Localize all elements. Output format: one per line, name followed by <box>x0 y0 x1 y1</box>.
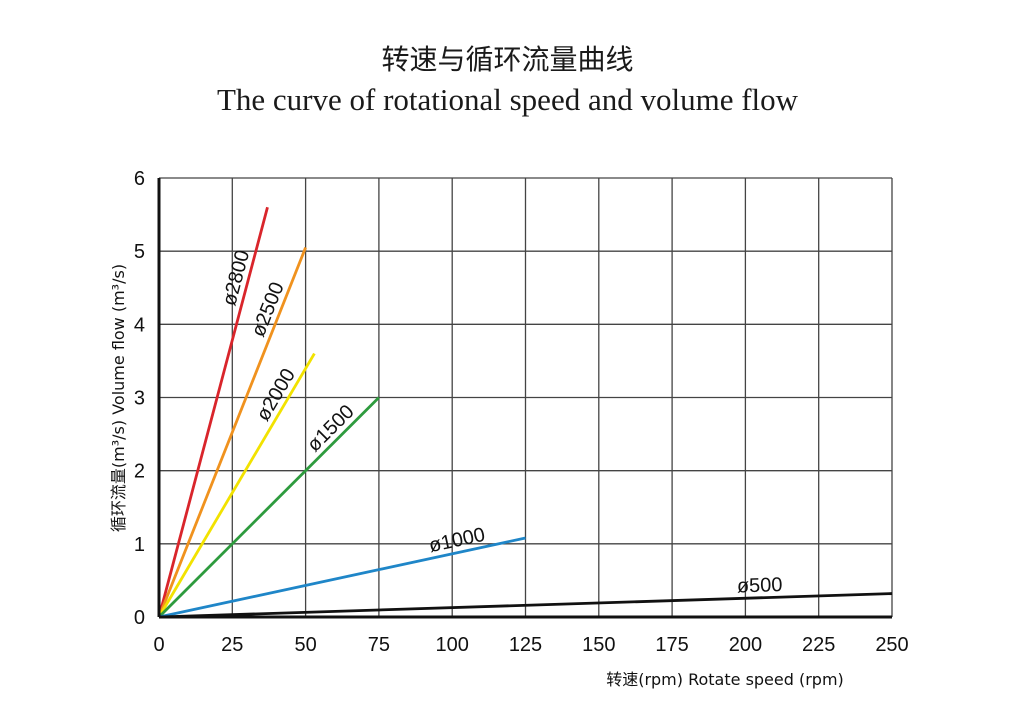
x-tick-label: 125 <box>509 634 542 656</box>
x-tick-label: 250 <box>875 634 908 656</box>
x-tick-label: 225 <box>802 634 835 656</box>
series-line-2000 <box>157 352 316 618</box>
x-tick-label: 50 <box>294 634 316 656</box>
x-tick-label: 150 <box>582 634 615 656</box>
chart-subtitle: The curve of rotational speed and volume… <box>216 82 799 117</box>
series-line-1500 <box>158 396 380 618</box>
series-line-2500 <box>157 246 307 618</box>
series-label-2000: ø2000 <box>252 365 300 425</box>
series-label-500: ø500 <box>737 574 783 597</box>
y-tick-label: 2 <box>134 461 145 483</box>
x-tick-label: 100 <box>436 634 469 656</box>
series-line-2800 <box>157 206 269 618</box>
y-tick-label: 3 <box>134 388 145 410</box>
x-tick-label: 200 <box>729 634 762 656</box>
series-line-500 <box>158 592 893 619</box>
series-line-1000 <box>158 536 526 619</box>
x-tick-label: 25 <box>221 634 243 656</box>
y-tick-label: 4 <box>134 314 145 336</box>
series-label-1500: ø1500 <box>303 401 359 457</box>
y-tick-label: 0 <box>134 607 145 629</box>
series-label-2500: ø2500 <box>247 279 288 340</box>
x-tick-label: 75 <box>368 634 390 656</box>
x-tick-label: 0 <box>153 634 164 656</box>
y-tick-label: 5 <box>134 241 145 263</box>
axes <box>157 178 892 619</box>
series-group <box>157 206 893 619</box>
y-tick-label: 1 <box>134 534 145 556</box>
y-axis-label: 循环流量(m³/s) Volume flow (m³/s) <box>109 264 128 532</box>
tick-labels: 0 25 50 75 100 125 150 175 200 225 250 0 1 2 3 4 5 6 <box>134 168 909 656</box>
x-axis-label: 转速(rpm) Rotate speed (rpm) <box>606 670 844 689</box>
x-tick-label: 175 <box>655 634 688 656</box>
chart-title: 转速与循环流量曲线 <box>381 43 634 76</box>
y-tick-label: 6 <box>134 168 145 190</box>
